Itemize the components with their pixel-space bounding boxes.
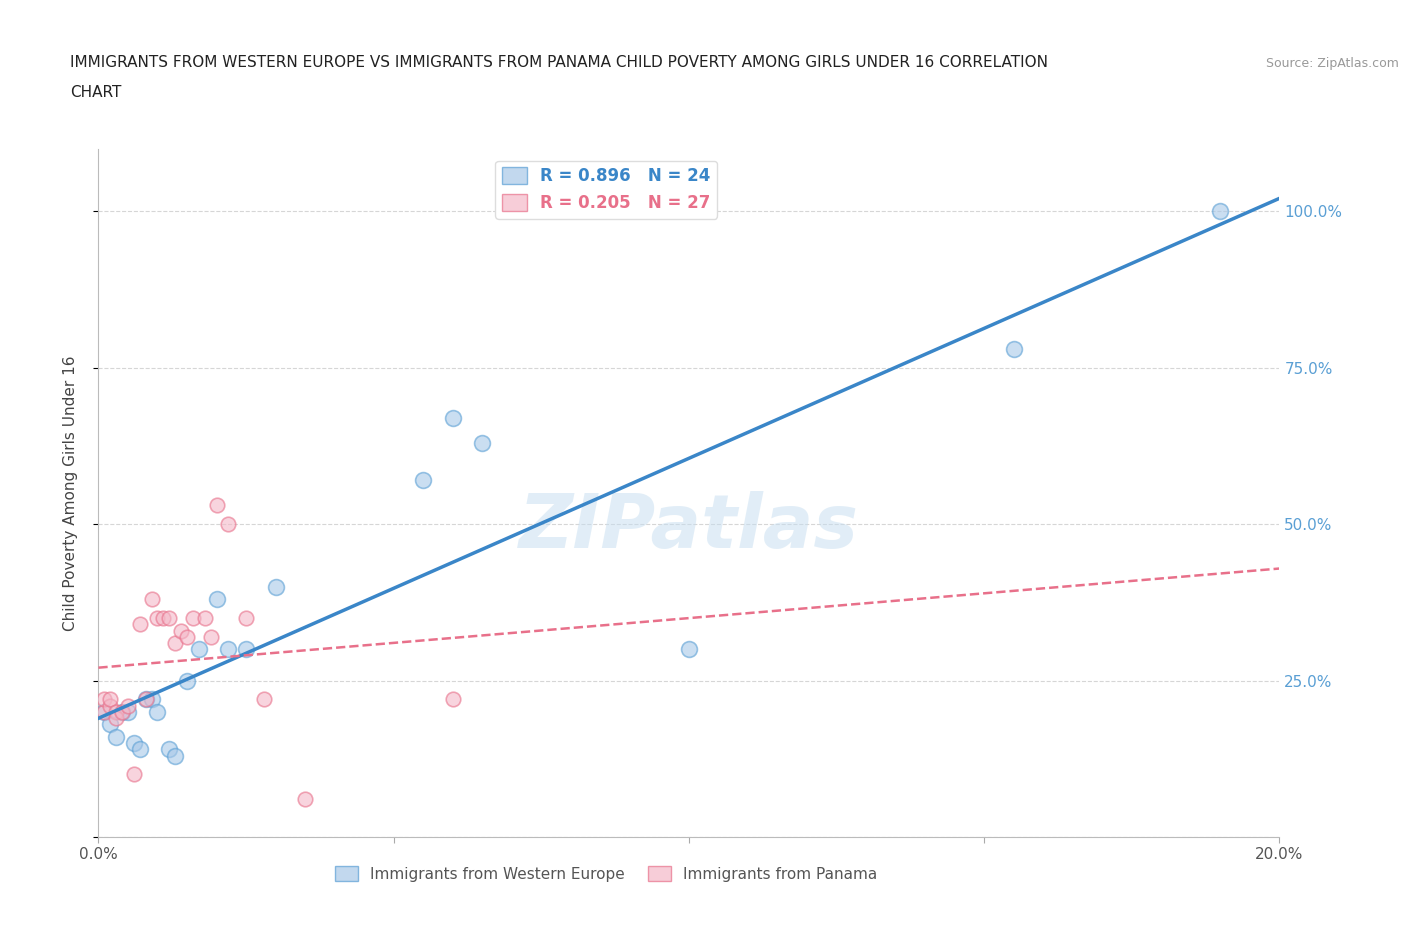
Point: [111, 704, 134, 719]
Point: [176, 673, 198, 688]
Point: [253, 692, 276, 707]
Point: [157, 742, 180, 757]
Point: [135, 692, 157, 707]
Point: [135, 692, 157, 707]
Point: [1002, 341, 1025, 356]
Point: [165, 749, 187, 764]
Point: [93, 692, 115, 707]
Point: [122, 767, 145, 782]
Point: [111, 704, 134, 719]
Text: ZIPatlas: ZIPatlas: [519, 491, 859, 564]
Point: [471, 435, 494, 450]
Point: [98, 698, 121, 713]
Point: [264, 579, 287, 594]
Text: IMMIGRANTS FROM WESTERN EUROPE VS IMMIGRANTS FROM PANAMA CHILD POVERTY AMONG GIR: IMMIGRANTS FROM WESTERN EUROPE VS IMMIGR…: [70, 55, 1049, 70]
Point: [98, 717, 121, 732]
Point: [235, 642, 257, 657]
Y-axis label: Child Poverty Among Girls Under 16: Child Poverty Among Girls Under 16: [63, 355, 77, 631]
Point: [176, 630, 198, 644]
Legend: Immigrants from Western Europe, Immigrants from Panama: Immigrants from Western Europe, Immigran…: [329, 859, 883, 888]
Point: [194, 611, 217, 626]
Point: [235, 611, 257, 626]
Point: [117, 704, 139, 719]
Point: [217, 642, 239, 657]
Point: [122, 736, 145, 751]
Point: [187, 642, 209, 657]
Point: [165, 635, 187, 650]
Point: [412, 473, 434, 488]
Point: [294, 792, 316, 807]
Point: [93, 704, 115, 719]
Point: [146, 704, 169, 719]
Point: [441, 692, 464, 707]
Point: [141, 692, 163, 707]
Text: Source: ZipAtlas.com: Source: ZipAtlas.com: [1265, 57, 1399, 70]
Point: [105, 704, 128, 719]
Point: [217, 517, 239, 532]
Point: [105, 729, 128, 744]
Point: [146, 611, 169, 626]
Point: [128, 742, 150, 757]
Point: [181, 611, 204, 626]
Point: [117, 698, 139, 713]
Point: [105, 711, 128, 725]
Point: [141, 591, 163, 606]
Point: [205, 498, 228, 512]
Point: [205, 591, 228, 606]
Point: [1209, 204, 1232, 219]
Point: [200, 630, 222, 644]
Point: [157, 611, 180, 626]
Point: [128, 617, 150, 631]
Point: [93, 704, 115, 719]
Point: [678, 642, 700, 657]
Point: [441, 410, 464, 425]
Point: [152, 611, 174, 626]
Point: [170, 623, 193, 638]
Point: [98, 692, 121, 707]
Text: CHART: CHART: [70, 85, 122, 100]
